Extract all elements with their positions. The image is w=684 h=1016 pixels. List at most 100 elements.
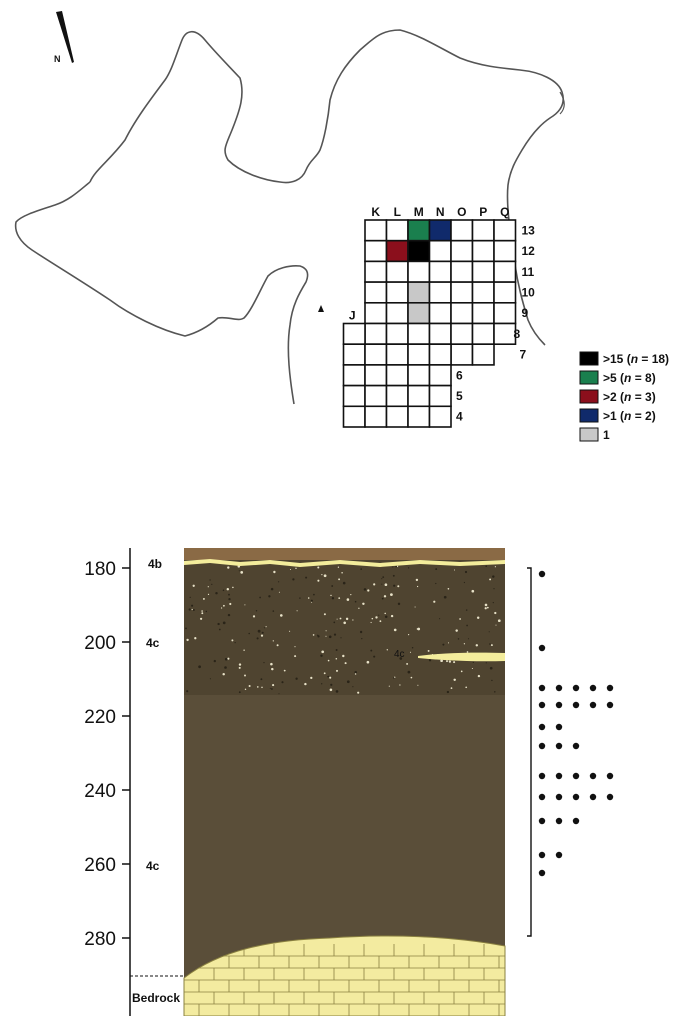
speckle bbox=[346, 680, 350, 684]
speckle bbox=[278, 591, 280, 593]
speckle bbox=[361, 637, 363, 640]
speckle bbox=[475, 644, 479, 647]
find-dot bbox=[555, 851, 563, 859]
speckle bbox=[453, 678, 456, 682]
speckle bbox=[460, 670, 463, 673]
speckle bbox=[209, 579, 211, 581]
layer-label-4b: 4b bbox=[148, 557, 162, 571]
speckle bbox=[260, 678, 263, 681]
speckle bbox=[295, 677, 298, 680]
grid-cell-Q8 bbox=[493, 322, 517, 346]
grid-cell-P10 bbox=[471, 281, 495, 304]
speckle bbox=[317, 579, 320, 582]
speckle bbox=[359, 630, 363, 634]
speckle bbox=[281, 681, 284, 684]
speckle bbox=[489, 643, 491, 645]
column-label: N bbox=[436, 205, 445, 219]
speckle bbox=[312, 634, 315, 636]
find-dot bbox=[572, 817, 580, 825]
grid-cell-P11 bbox=[471, 260, 495, 283]
grid-cell-N8 bbox=[428, 322, 452, 346]
layer-label-bedrock: Bedrock bbox=[132, 991, 180, 1005]
speckle bbox=[198, 665, 201, 669]
north-label: N bbox=[54, 54, 61, 64]
speckle bbox=[238, 663, 242, 666]
speckle bbox=[379, 620, 382, 623]
speckle bbox=[234, 642, 236, 644]
column-label: O bbox=[457, 205, 466, 219]
speckle bbox=[350, 594, 352, 596]
speckle bbox=[489, 666, 493, 670]
grid-cell-lower bbox=[407, 384, 431, 408]
excavation-grid: K L M N O P Q J 13 12 11 10 98 7 6 5 4 bbox=[342, 205, 535, 428]
speckle bbox=[463, 581, 465, 584]
row-label: 8 bbox=[514, 327, 521, 341]
speckle bbox=[384, 612, 386, 615]
grid-cell-O13 bbox=[450, 219, 474, 242]
grid-cell-O10 bbox=[450, 281, 474, 304]
speckle bbox=[328, 635, 332, 639]
speckle bbox=[373, 655, 376, 658]
speckle bbox=[338, 578, 341, 581]
speckle bbox=[384, 583, 388, 587]
speckle bbox=[277, 581, 280, 583]
speckle bbox=[231, 639, 234, 642]
find-dot bbox=[538, 684, 546, 692]
speckle bbox=[371, 617, 374, 620]
speckle bbox=[495, 624, 497, 626]
grid-cell-L9 bbox=[385, 301, 409, 325]
speckle bbox=[406, 662, 409, 665]
lens-4c bbox=[418, 652, 505, 662]
find-range-bracket bbox=[527, 567, 532, 937]
grid-cell-lower bbox=[364, 343, 388, 366]
speckle bbox=[494, 611, 497, 615]
grid-cell-O12 bbox=[450, 239, 474, 263]
grid-cell-O8 bbox=[450, 322, 474, 346]
speckle bbox=[325, 635, 327, 637]
speckle bbox=[271, 667, 274, 671]
grid-cell-L8 bbox=[385, 322, 409, 346]
speckle bbox=[244, 688, 247, 691]
speckle bbox=[209, 678, 211, 680]
grid-cell-lower bbox=[407, 343, 431, 366]
find-dot bbox=[606, 793, 614, 801]
speckle bbox=[211, 583, 213, 586]
speckle bbox=[453, 569, 456, 571]
speckle bbox=[278, 693, 280, 695]
speckle bbox=[305, 576, 308, 579]
grid-cell-lower bbox=[342, 405, 366, 428]
speckle bbox=[484, 603, 488, 607]
depth-tick-label: 200 bbox=[84, 633, 116, 654]
speckle bbox=[228, 593, 230, 596]
speckle bbox=[238, 666, 241, 669]
speckle bbox=[414, 606, 416, 608]
depth-tick-label: 280 bbox=[84, 929, 116, 950]
speckle bbox=[255, 610, 258, 612]
speckle bbox=[342, 581, 346, 585]
speckle bbox=[317, 566, 320, 569]
speckle bbox=[248, 632, 250, 635]
layer-label-4c-upper: 4c bbox=[146, 636, 160, 650]
speckle bbox=[446, 660, 448, 663]
speckle bbox=[189, 596, 191, 599]
speckle bbox=[497, 619, 501, 623]
speckle bbox=[415, 578, 419, 582]
speckle bbox=[375, 616, 378, 619]
legend-label: >5 (n = 8) bbox=[603, 371, 656, 385]
speckle bbox=[321, 650, 325, 654]
grid-cell-lower bbox=[428, 384, 452, 408]
speckle bbox=[260, 634, 264, 637]
speckle bbox=[191, 608, 193, 611]
find-dot bbox=[538, 817, 546, 825]
speckle bbox=[292, 578, 295, 581]
speckle bbox=[199, 617, 203, 620]
speckle bbox=[227, 566, 230, 569]
speckle bbox=[354, 600, 357, 603]
find-dot bbox=[555, 772, 563, 780]
speckle bbox=[307, 597, 310, 599]
find-dot bbox=[572, 793, 580, 801]
speckle bbox=[493, 588, 495, 590]
speckle bbox=[435, 582, 437, 585]
grid-cell-Q11 bbox=[493, 260, 517, 283]
speckle bbox=[229, 602, 232, 606]
